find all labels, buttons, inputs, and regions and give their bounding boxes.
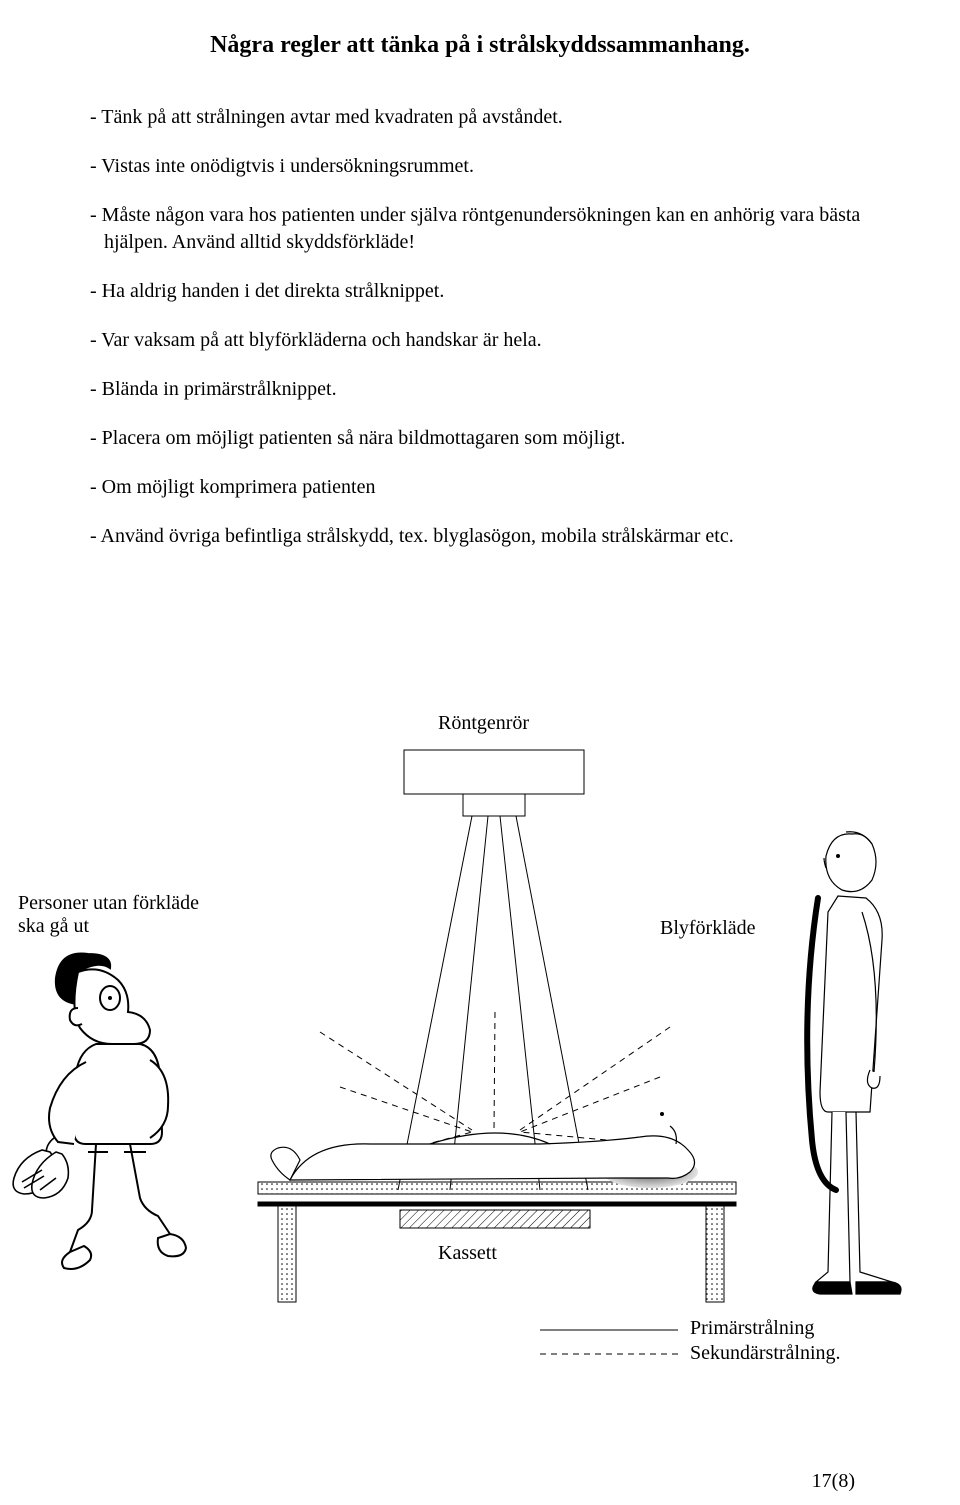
diagram: Röntgenrör Personer utan förkläde ska gå… [0,712,960,1382]
scatter-beam-icon [320,1012,670,1157]
rule-item: - Vistas inte onödigtvis i undersöknings… [90,153,870,180]
page-title: Några regler att tänka på i strålskyddss… [90,32,870,59]
page-footer: 17(8) [812,1470,855,1493]
exam-table-icon [258,1182,736,1302]
diagram-svg [0,712,960,1382]
rule-item: - Tänk på att strålningen avtar med kvad… [90,104,870,131]
xray-tube-icon [404,750,584,816]
rule-item: - Måste någon vara hos patienten under s… [90,202,870,256]
rule-item: - Placera om möjligt patienten så nära b… [90,425,870,452]
label-blyforklade: Blyförkläde [660,917,756,940]
label-primar: Primärstrålning [690,1317,814,1340]
label-sekundar: Sekundärstrålning. [690,1342,841,1365]
leaving-person-icon [13,954,186,1270]
primary-beam-icon [398,816,588,1190]
rule-item: - Ha aldrig handen i det direkta strålkn… [90,278,870,305]
label-rontgenror: Röntgenrör [438,712,529,735]
rule-item: - Använd övriga befintliga strålskydd, t… [90,523,870,550]
rule-item: - Var vaksam på att blyförkläderna och h… [90,327,870,354]
label-kassett: Kassett [438,1242,497,1265]
patient-icon [271,1112,695,1180]
page-root: Några regler att tänka på i strålskyddss… [0,0,960,1505]
label-personer-utan: Personer utan förkläde ska gå ut [18,892,199,938]
rules-list: - Tänk på att strålningen avtar med kvad… [90,104,870,550]
standing-person-icon [813,832,901,1294]
rule-item: - Blända in primärstrålknippet. [90,376,870,403]
rule-item: - Om möjligt komprimera patienten [90,474,870,501]
